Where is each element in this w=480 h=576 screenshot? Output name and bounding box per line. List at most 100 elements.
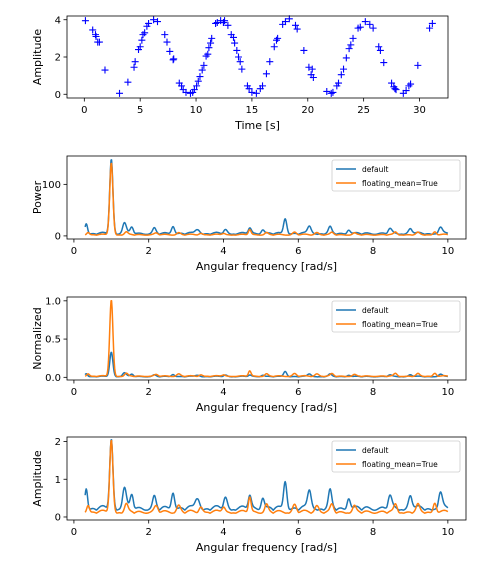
y-tick-label: 4 (55, 15, 61, 26)
data-point (300, 46, 308, 54)
legend-label: floating_mean=True (362, 460, 438, 469)
x-tick-label: 6 (295, 387, 301, 398)
data-point (366, 20, 374, 28)
data-point (92, 33, 100, 40)
legend-box (331, 159, 461, 192)
data-point (207, 39, 215, 47)
data-point (281, 18, 289, 26)
data-point (238, 65, 246, 73)
axes-frame (66, 436, 467, 521)
y-tick-label: 0 (55, 90, 61, 101)
data-point (141, 29, 149, 37)
series-line-floating-mean (84, 439, 449, 514)
data-point (388, 79, 396, 87)
data-point (136, 43, 144, 51)
x-tick-label: 30 (413, 105, 426, 116)
x-tick-label: 4 (220, 527, 226, 538)
x-tick-label: 6 (295, 527, 301, 538)
data-point (205, 44, 213, 52)
data-point (291, 21, 299, 29)
legend: default floating_mean=True (331, 300, 461, 333)
y-tick-label: 1 (55, 475, 61, 486)
y-axis-label: Amplitude (31, 29, 44, 86)
series-line-floating-mean (84, 299, 449, 378)
x-tick-label: 15 (246, 105, 259, 116)
legend: default floating_mean=True (331, 440, 461, 473)
x-axis-label: Time [s] (234, 119, 280, 132)
chart-3: 0 2 4 6 8 10 0.0 0.5 1.0 Angular frequency [rad/s… (31, 296, 467, 414)
data-point (402, 87, 410, 95)
y-tick-label: 100 (42, 180, 61, 191)
axes-frame (66, 296, 467, 381)
series-line-floating-mean (84, 162, 449, 236)
data-point (196, 73, 204, 81)
x-tick-label: 2 (146, 246, 152, 257)
data-point (208, 34, 216, 42)
x-tick-label: 10 (190, 105, 203, 116)
y-tick-label: 0 (55, 513, 61, 524)
data-point (161, 31, 169, 39)
chart-1: 0 5 10 15 20 25 30 0 2 4 Time [s] Amplitude (31, 15, 449, 132)
data-point (163, 38, 171, 46)
data-point (166, 47, 174, 55)
data-point (89, 26, 97, 34)
data-point (229, 33, 237, 41)
x-tick-label: 10 (441, 246, 454, 257)
y-axis-label: Power (31, 180, 44, 214)
data-point (345, 45, 353, 53)
data-point (426, 24, 434, 32)
data-point (204, 50, 212, 58)
data-point (340, 65, 348, 73)
data-point (212, 19, 220, 27)
data-point (200, 61, 208, 69)
data-point (252, 89, 260, 97)
x-tick-label: 0 (71, 387, 77, 398)
y-tick-label: 2 (55, 53, 61, 64)
data-point (293, 25, 301, 33)
y-axis-label: Normalized (31, 307, 44, 369)
data-point (323, 87, 331, 95)
data-point (347, 41, 355, 49)
data-point (154, 18, 162, 26)
data-point (376, 46, 384, 54)
data-point (138, 36, 146, 44)
data-point (81, 17, 89, 25)
x-tick-label: 4 (220, 387, 226, 398)
data-point (308, 65, 316, 73)
x-tick-label: 0 (71, 246, 77, 257)
axes-frame (66, 155, 467, 240)
data-point (169, 56, 177, 64)
data-point (124, 78, 132, 86)
x-tick-label: 25 (357, 105, 370, 116)
data-point (274, 34, 282, 42)
x-tick-label: 5 (137, 105, 143, 116)
data-point (101, 66, 109, 74)
chart-4: 0 2 4 6 8 10 0 1 2 Angular frequency [rad/s] Ampli… (31, 436, 467, 554)
data-point (130, 63, 138, 71)
legend-label: default (362, 446, 388, 455)
data-point (428, 19, 436, 27)
legend-label: floating_mean=True (362, 179, 438, 188)
legend-label: default (362, 306, 388, 315)
x-tick-label: 8 (370, 246, 376, 257)
data-point (178, 82, 186, 90)
data-point (270, 43, 278, 51)
x-tick-label: 0 (71, 527, 77, 538)
y-tick-label: 1.0 (45, 296, 61, 307)
data-point (380, 59, 388, 67)
data-point (327, 89, 335, 97)
legend-label: default (362, 165, 388, 174)
data-point (342, 54, 350, 62)
x-tick-label: 8 (370, 387, 376, 398)
data-point (392, 86, 400, 94)
data-point (245, 85, 253, 93)
data-point (391, 85, 399, 93)
x-axis-label: Angular frequency [rad/s] (196, 541, 337, 554)
data-point (235, 53, 243, 61)
y-tick-label: 0 (55, 232, 61, 243)
x-tick-label: 10 (441, 527, 454, 538)
x-axis-label: Angular frequency [rad/s] (196, 260, 337, 273)
data-point (224, 21, 232, 29)
